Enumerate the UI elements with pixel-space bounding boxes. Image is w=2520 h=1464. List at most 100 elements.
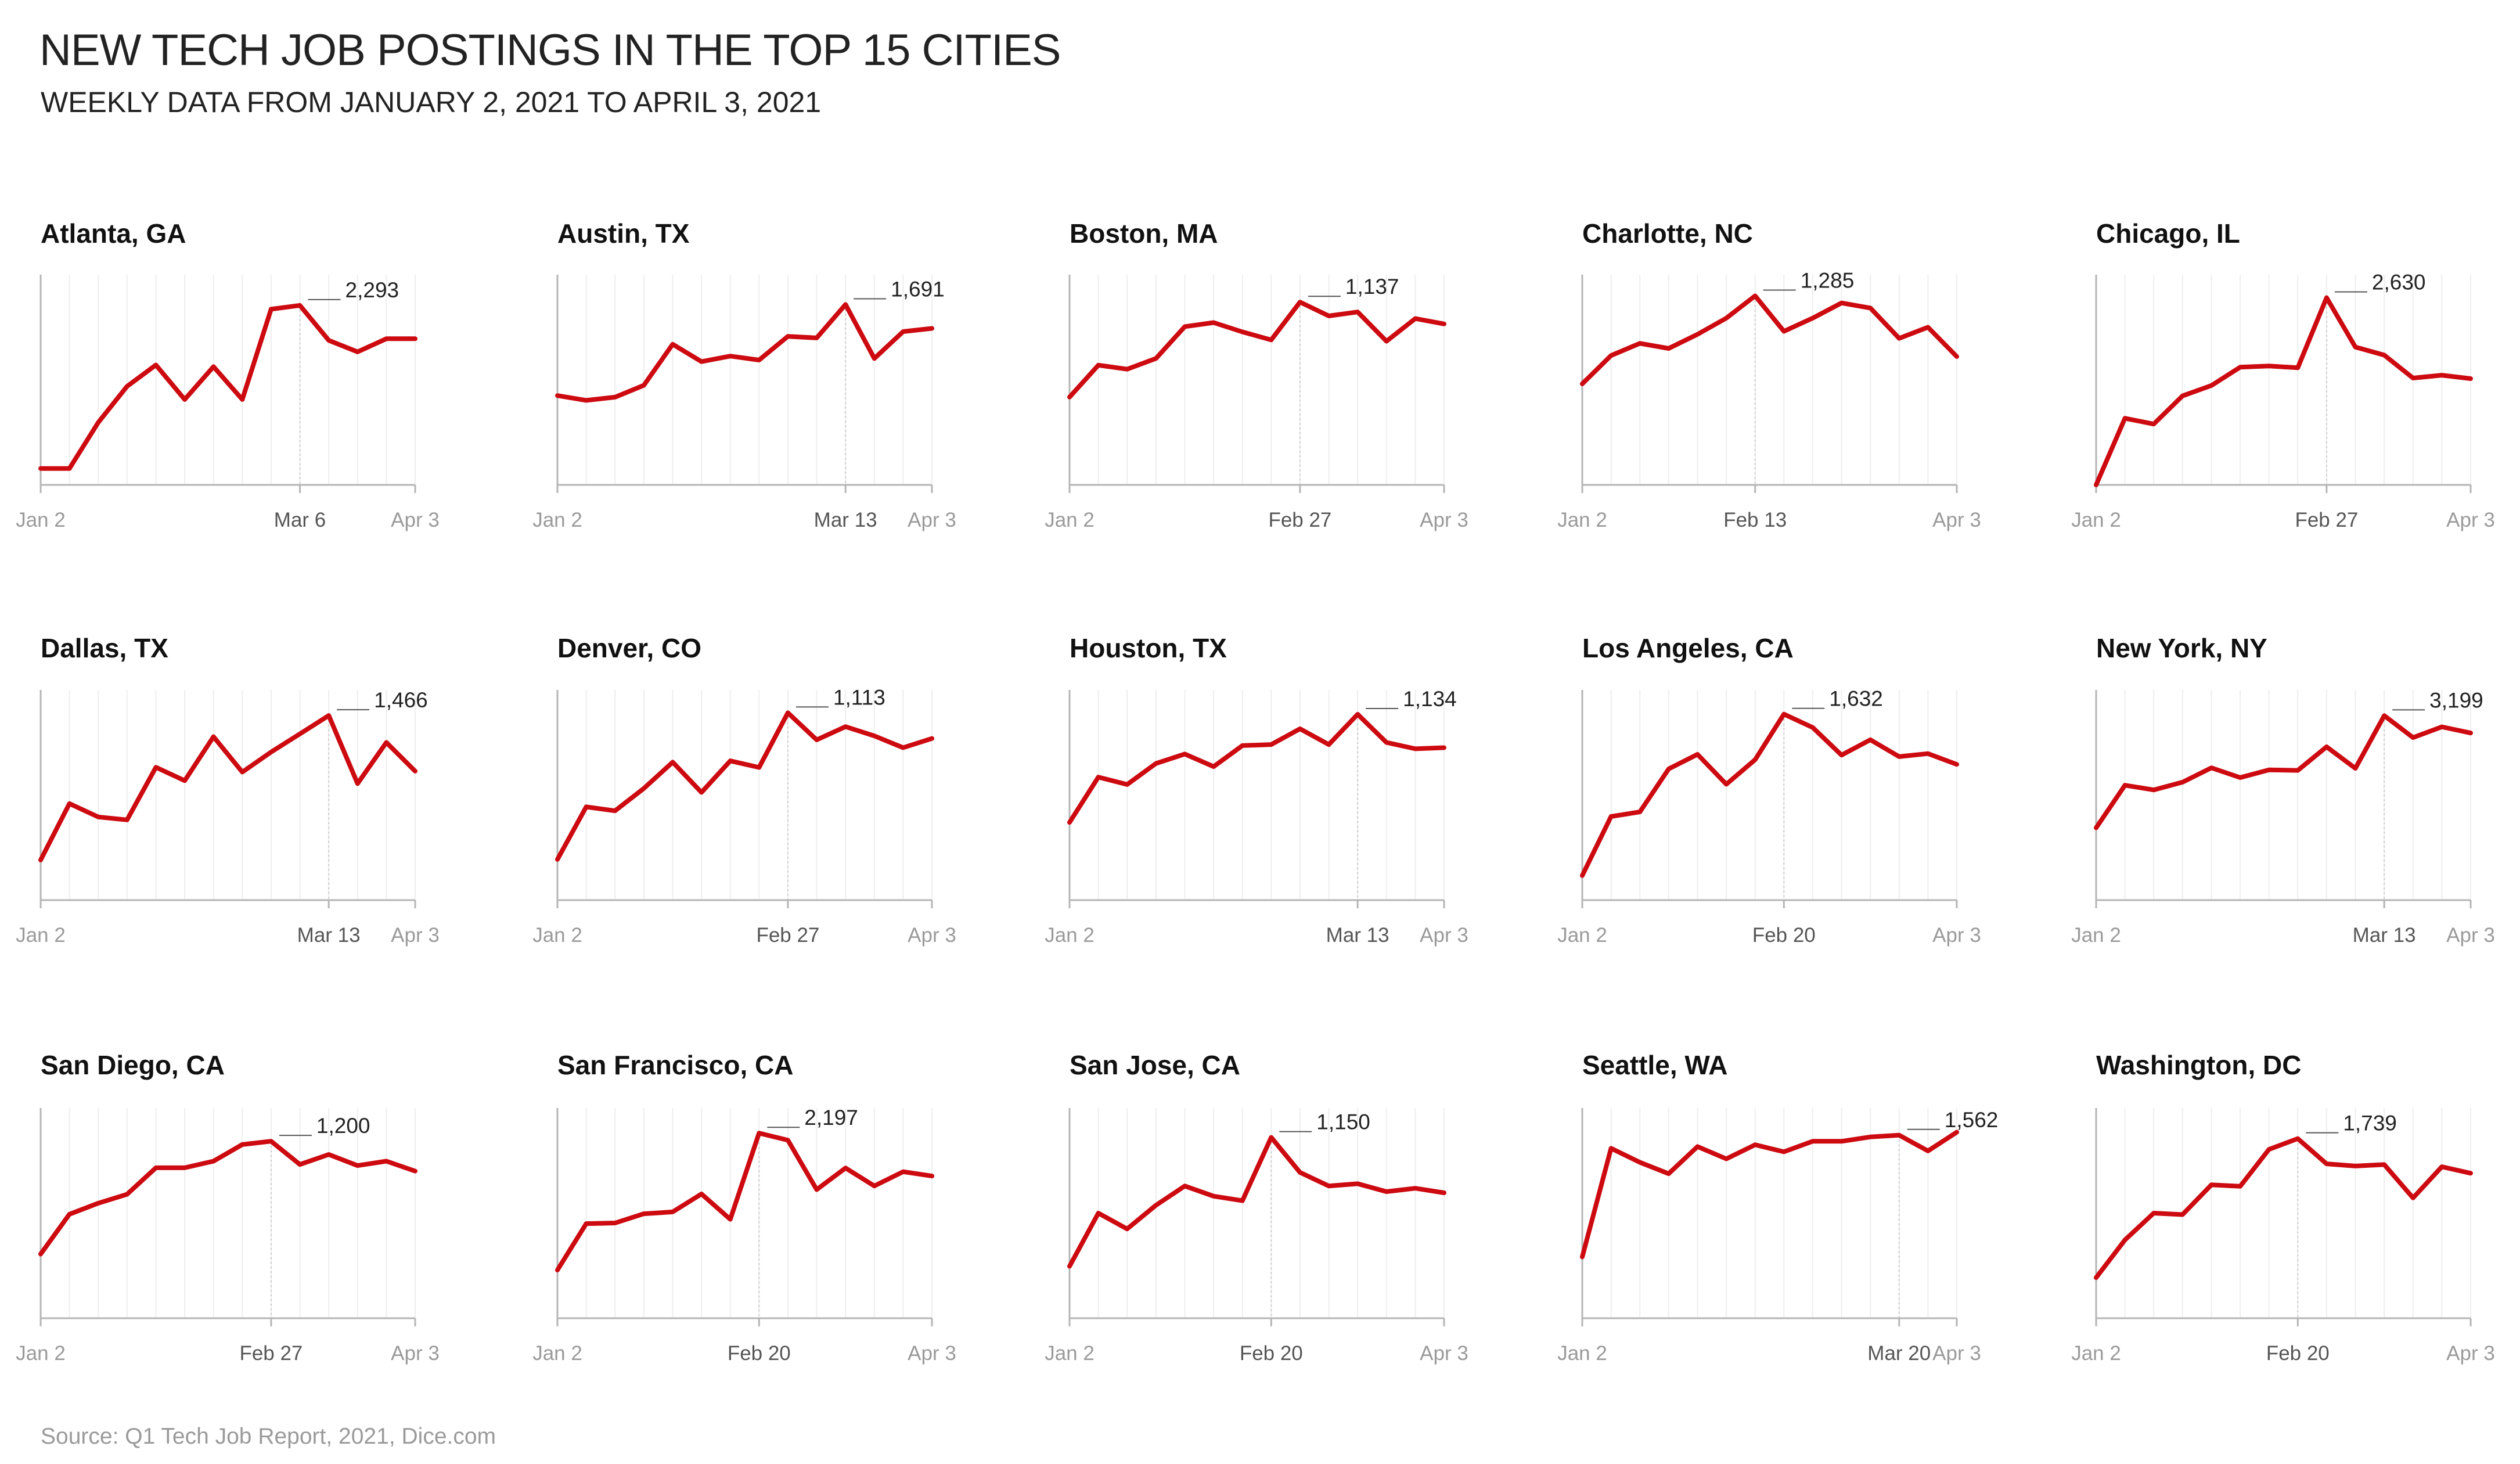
data-point <box>1297 726 1303 732</box>
data-point <box>1867 305 1873 311</box>
data-point <box>211 1158 217 1164</box>
data-point <box>355 349 361 355</box>
data-point <box>843 724 848 729</box>
data-point <box>1723 1156 1729 1161</box>
data-point <box>2237 1184 2243 1189</box>
peak-value-label: 1,200 <box>316 1114 370 1138</box>
data-point <box>1867 1134 1873 1140</box>
data-point <box>1297 299 1303 305</box>
panel-washington-dc: Washington, DC Jan 2 Feb 20 Apr 3 1,739 <box>2071 1050 2495 1365</box>
data-point <box>584 1221 589 1226</box>
x-tick-label: Feb 20 <box>1752 924 1816 947</box>
data-point <box>1752 293 1758 299</box>
data-point <box>1384 1189 1389 1195</box>
city-panels: Atlanta, GA Jan 2 Mar 6 Apr 3 2,293 Austin, T… <box>16 218 2495 1365</box>
peak-value-label: 2,630 <box>2372 271 2426 294</box>
data-point <box>900 329 906 334</box>
x-tick-label: Jan 2 <box>1557 1342 1607 1365</box>
series-line <box>2094 1136 2473 1280</box>
data-point <box>872 1183 877 1189</box>
peak-value-label: 2,197 <box>804 1106 858 1130</box>
data-point <box>1326 1183 1332 1189</box>
data-point <box>1297 1170 1303 1175</box>
data-point <box>612 808 618 814</box>
data-point <box>2410 375 2416 381</box>
data-point <box>2208 1182 2214 1188</box>
data-point <box>1240 329 1245 335</box>
data-point <box>153 1165 159 1171</box>
x-tick-label: Apr 3 <box>1420 509 1468 531</box>
data-point <box>2151 421 2157 427</box>
peak-value-label: 2,293 <box>345 278 399 302</box>
peak-value-label: 1,285 <box>1801 269 1855 293</box>
data-point <box>756 357 762 363</box>
data-point <box>1781 328 1787 334</box>
x-tick-label: Mar 13 <box>814 509 877 531</box>
data-point <box>1240 743 1245 749</box>
data-point <box>2324 744 2330 750</box>
data-point <box>124 1192 130 1197</box>
data-point <box>2093 482 2099 488</box>
data-point <box>1666 766 1672 772</box>
data-point <box>1182 751 1187 757</box>
data-point <box>326 713 332 718</box>
panel-los-angeles-ca: Los Angeles, CA Jan 2 Feb 20 Apr 3 1,632 <box>1557 633 1981 947</box>
data-point <box>1096 362 1101 368</box>
panel-san-diego-ca: San Diego, CA Jan 2 Feb 27 Apr 3 1,200 <box>16 1050 440 1365</box>
data-point <box>326 1152 332 1157</box>
peak-value-label: 1,691 <box>891 277 945 301</box>
data-point <box>2439 1164 2445 1170</box>
data-point <box>2381 713 2387 718</box>
data-point <box>1096 774 1101 780</box>
x-tick-label: Feb 20 <box>1240 1342 1303 1365</box>
series-line <box>1580 711 1959 878</box>
series-line <box>555 1131 934 1272</box>
data-point <box>38 466 44 472</box>
data-point <box>2468 730 2474 736</box>
x-tick-label: Feb 27 <box>2295 509 2358 531</box>
data-point <box>2093 825 2099 831</box>
data-point <box>1896 1132 1902 1138</box>
data-point <box>1268 742 1274 747</box>
series-line <box>1580 293 1959 386</box>
data-point <box>1412 316 1418 322</box>
panel-boston-ma: Boston, MA Jan 2 Feb 27 Apr 3 1,137 <box>1045 218 1468 531</box>
x-tick-label: Jan 2 <box>16 1342 66 1365</box>
data-point <box>1810 725 1816 731</box>
data-point <box>641 383 647 389</box>
data-point <box>728 353 733 359</box>
data-point <box>239 769 245 775</box>
x-tick-label: Apr 3 <box>1932 924 1981 947</box>
data-point <box>555 857 560 862</box>
data-point <box>1608 814 1614 819</box>
data-point <box>555 1267 560 1273</box>
data-point <box>1412 746 1418 751</box>
data-point <box>900 745 906 751</box>
data-point <box>1412 1185 1418 1191</box>
panel-title: Houston, TX <box>1070 633 1227 663</box>
data-point <box>2410 735 2416 740</box>
data-point <box>124 817 130 823</box>
x-tick-label: Jan 2 <box>1045 924 1095 947</box>
x-tick-label: Apr 3 <box>1932 1342 1981 1365</box>
x-tick-label: Jan 2 <box>532 509 582 531</box>
data-point <box>872 355 877 361</box>
peak-value-label: 1,739 <box>2343 1112 2397 1135</box>
data-point <box>2353 344 2359 350</box>
panel-title: San Diego, CA <box>41 1050 225 1080</box>
data-point <box>153 362 159 368</box>
data-point <box>728 758 733 764</box>
peak-value-label: 1,113 <box>833 685 885 709</box>
data-point <box>2151 787 2157 793</box>
series-line <box>1067 1135 1446 1269</box>
x-tick-label: Apr 3 <box>908 509 956 531</box>
data-point <box>2381 352 2387 358</box>
data-point <box>785 710 791 715</box>
data-point <box>67 1211 73 1217</box>
data-point <box>641 786 647 792</box>
data-point <box>612 394 618 400</box>
data-point <box>182 397 188 402</box>
data-point <box>2266 1146 2272 1152</box>
data-point <box>2208 383 2214 389</box>
